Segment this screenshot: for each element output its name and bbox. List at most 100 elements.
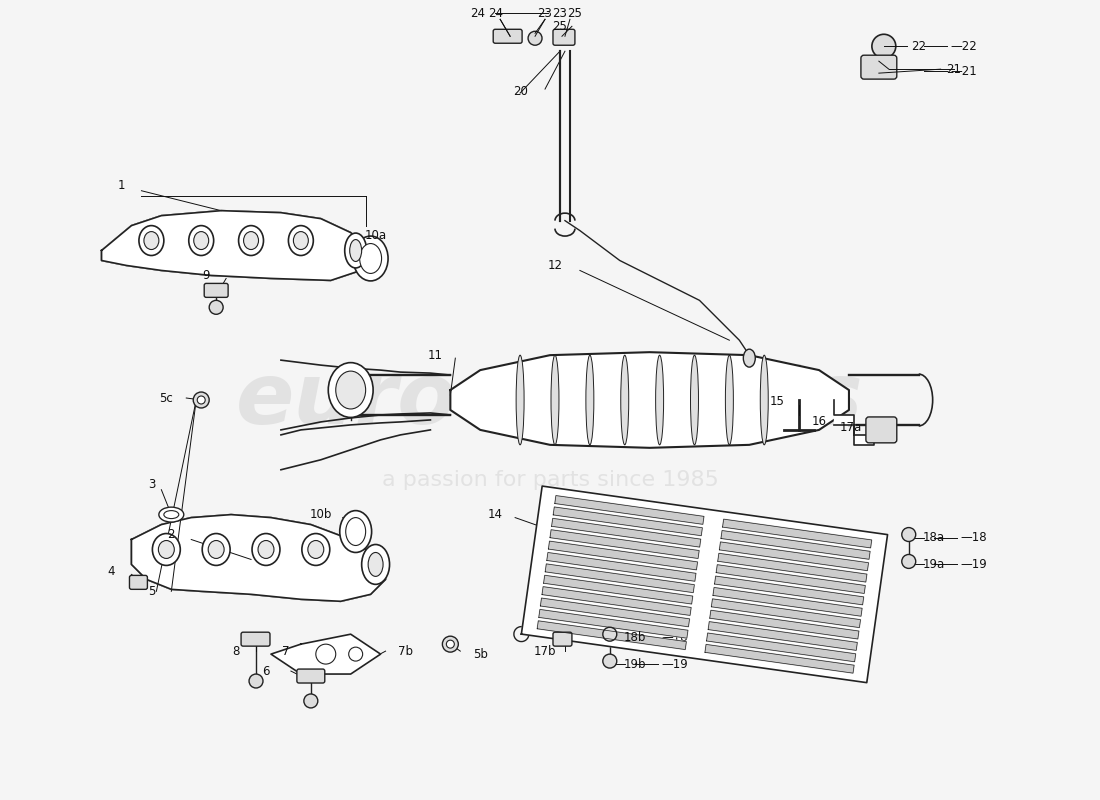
Ellipse shape [139, 226, 164, 255]
Polygon shape [101, 210, 371, 281]
Ellipse shape [344, 233, 366, 268]
Text: 10a: 10a [364, 229, 387, 242]
Ellipse shape [208, 541, 224, 558]
Text: 23: 23 [538, 7, 552, 20]
Text: —21: —21 [950, 65, 978, 78]
Text: 19a: 19a [923, 558, 945, 571]
Ellipse shape [760, 355, 768, 445]
Text: —22: —22 [950, 40, 978, 53]
Text: 24: 24 [487, 7, 503, 20]
Text: —19: —19 [960, 558, 988, 571]
Polygon shape [723, 519, 871, 548]
Text: 22: 22 [911, 40, 926, 53]
Polygon shape [718, 554, 867, 582]
Polygon shape [550, 530, 700, 558]
Ellipse shape [336, 371, 365, 409]
Polygon shape [547, 553, 696, 582]
Ellipse shape [551, 355, 559, 445]
Ellipse shape [691, 355, 698, 445]
Circle shape [603, 654, 617, 668]
Text: 16: 16 [812, 415, 826, 429]
Ellipse shape [360, 243, 382, 274]
Text: 17a: 17a [839, 422, 862, 434]
Ellipse shape [189, 226, 213, 255]
Polygon shape [715, 576, 864, 605]
Polygon shape [551, 518, 701, 547]
Polygon shape [132, 514, 386, 602]
Text: 18a: 18a [923, 531, 945, 544]
Circle shape [209, 300, 223, 314]
Ellipse shape [288, 226, 313, 255]
Text: 21: 21 [946, 62, 961, 76]
Polygon shape [719, 542, 869, 570]
Text: 10b: 10b [309, 508, 332, 521]
Text: 2: 2 [167, 528, 175, 541]
Ellipse shape [620, 355, 629, 445]
Text: 24: 24 [470, 7, 485, 20]
Ellipse shape [345, 518, 365, 546]
Circle shape [304, 694, 318, 708]
Circle shape [603, 627, 617, 641]
Text: a passion for parts since 1985: a passion for parts since 1985 [382, 470, 718, 490]
Ellipse shape [308, 541, 323, 558]
Polygon shape [834, 400, 873, 445]
FancyBboxPatch shape [553, 30, 575, 46]
Text: 25: 25 [552, 20, 567, 33]
Ellipse shape [656, 355, 663, 445]
Text: 17b: 17b [534, 645, 557, 658]
Ellipse shape [194, 231, 209, 250]
Text: eurocarparts: eurocarparts [236, 358, 864, 442]
Circle shape [249, 674, 263, 688]
Ellipse shape [353, 236, 388, 281]
Polygon shape [450, 352, 849, 448]
Polygon shape [542, 586, 691, 615]
Circle shape [528, 31, 542, 46]
FancyBboxPatch shape [553, 632, 572, 646]
Ellipse shape [586, 355, 594, 445]
Ellipse shape [328, 362, 373, 418]
Polygon shape [539, 610, 688, 638]
Text: 15: 15 [770, 395, 784, 409]
Circle shape [447, 640, 454, 648]
FancyBboxPatch shape [241, 632, 270, 646]
Text: 23: 23 [552, 7, 567, 20]
Text: —18: —18 [960, 531, 987, 544]
Text: 7: 7 [283, 645, 289, 658]
Text: 6: 6 [262, 665, 270, 678]
Polygon shape [553, 507, 702, 536]
Polygon shape [540, 598, 690, 626]
FancyBboxPatch shape [493, 30, 522, 43]
Ellipse shape [252, 534, 279, 566]
Circle shape [902, 554, 915, 569]
Polygon shape [712, 599, 860, 627]
Ellipse shape [164, 510, 179, 518]
Polygon shape [546, 564, 694, 593]
Text: —18: —18 [661, 630, 689, 644]
FancyBboxPatch shape [205, 283, 228, 298]
Ellipse shape [202, 534, 230, 566]
Text: 5b: 5b [473, 648, 487, 661]
Polygon shape [554, 495, 704, 524]
Circle shape [349, 647, 363, 661]
Polygon shape [716, 565, 866, 594]
Polygon shape [720, 530, 870, 559]
Polygon shape [706, 633, 856, 662]
Text: 18b: 18b [624, 630, 646, 644]
Ellipse shape [144, 231, 158, 250]
Text: 11: 11 [428, 349, 443, 362]
Circle shape [316, 644, 336, 664]
Text: 7b: 7b [398, 645, 412, 658]
Ellipse shape [158, 541, 174, 558]
Text: 4: 4 [108, 565, 115, 578]
Polygon shape [713, 587, 862, 616]
FancyBboxPatch shape [861, 55, 896, 79]
Text: 5c: 5c [160, 391, 173, 405]
Text: —19: —19 [661, 658, 689, 670]
Polygon shape [705, 645, 854, 673]
Polygon shape [708, 622, 857, 650]
FancyBboxPatch shape [130, 575, 147, 590]
FancyBboxPatch shape [866, 417, 896, 443]
Polygon shape [521, 486, 888, 682]
Circle shape [872, 34, 895, 58]
Circle shape [442, 636, 459, 652]
